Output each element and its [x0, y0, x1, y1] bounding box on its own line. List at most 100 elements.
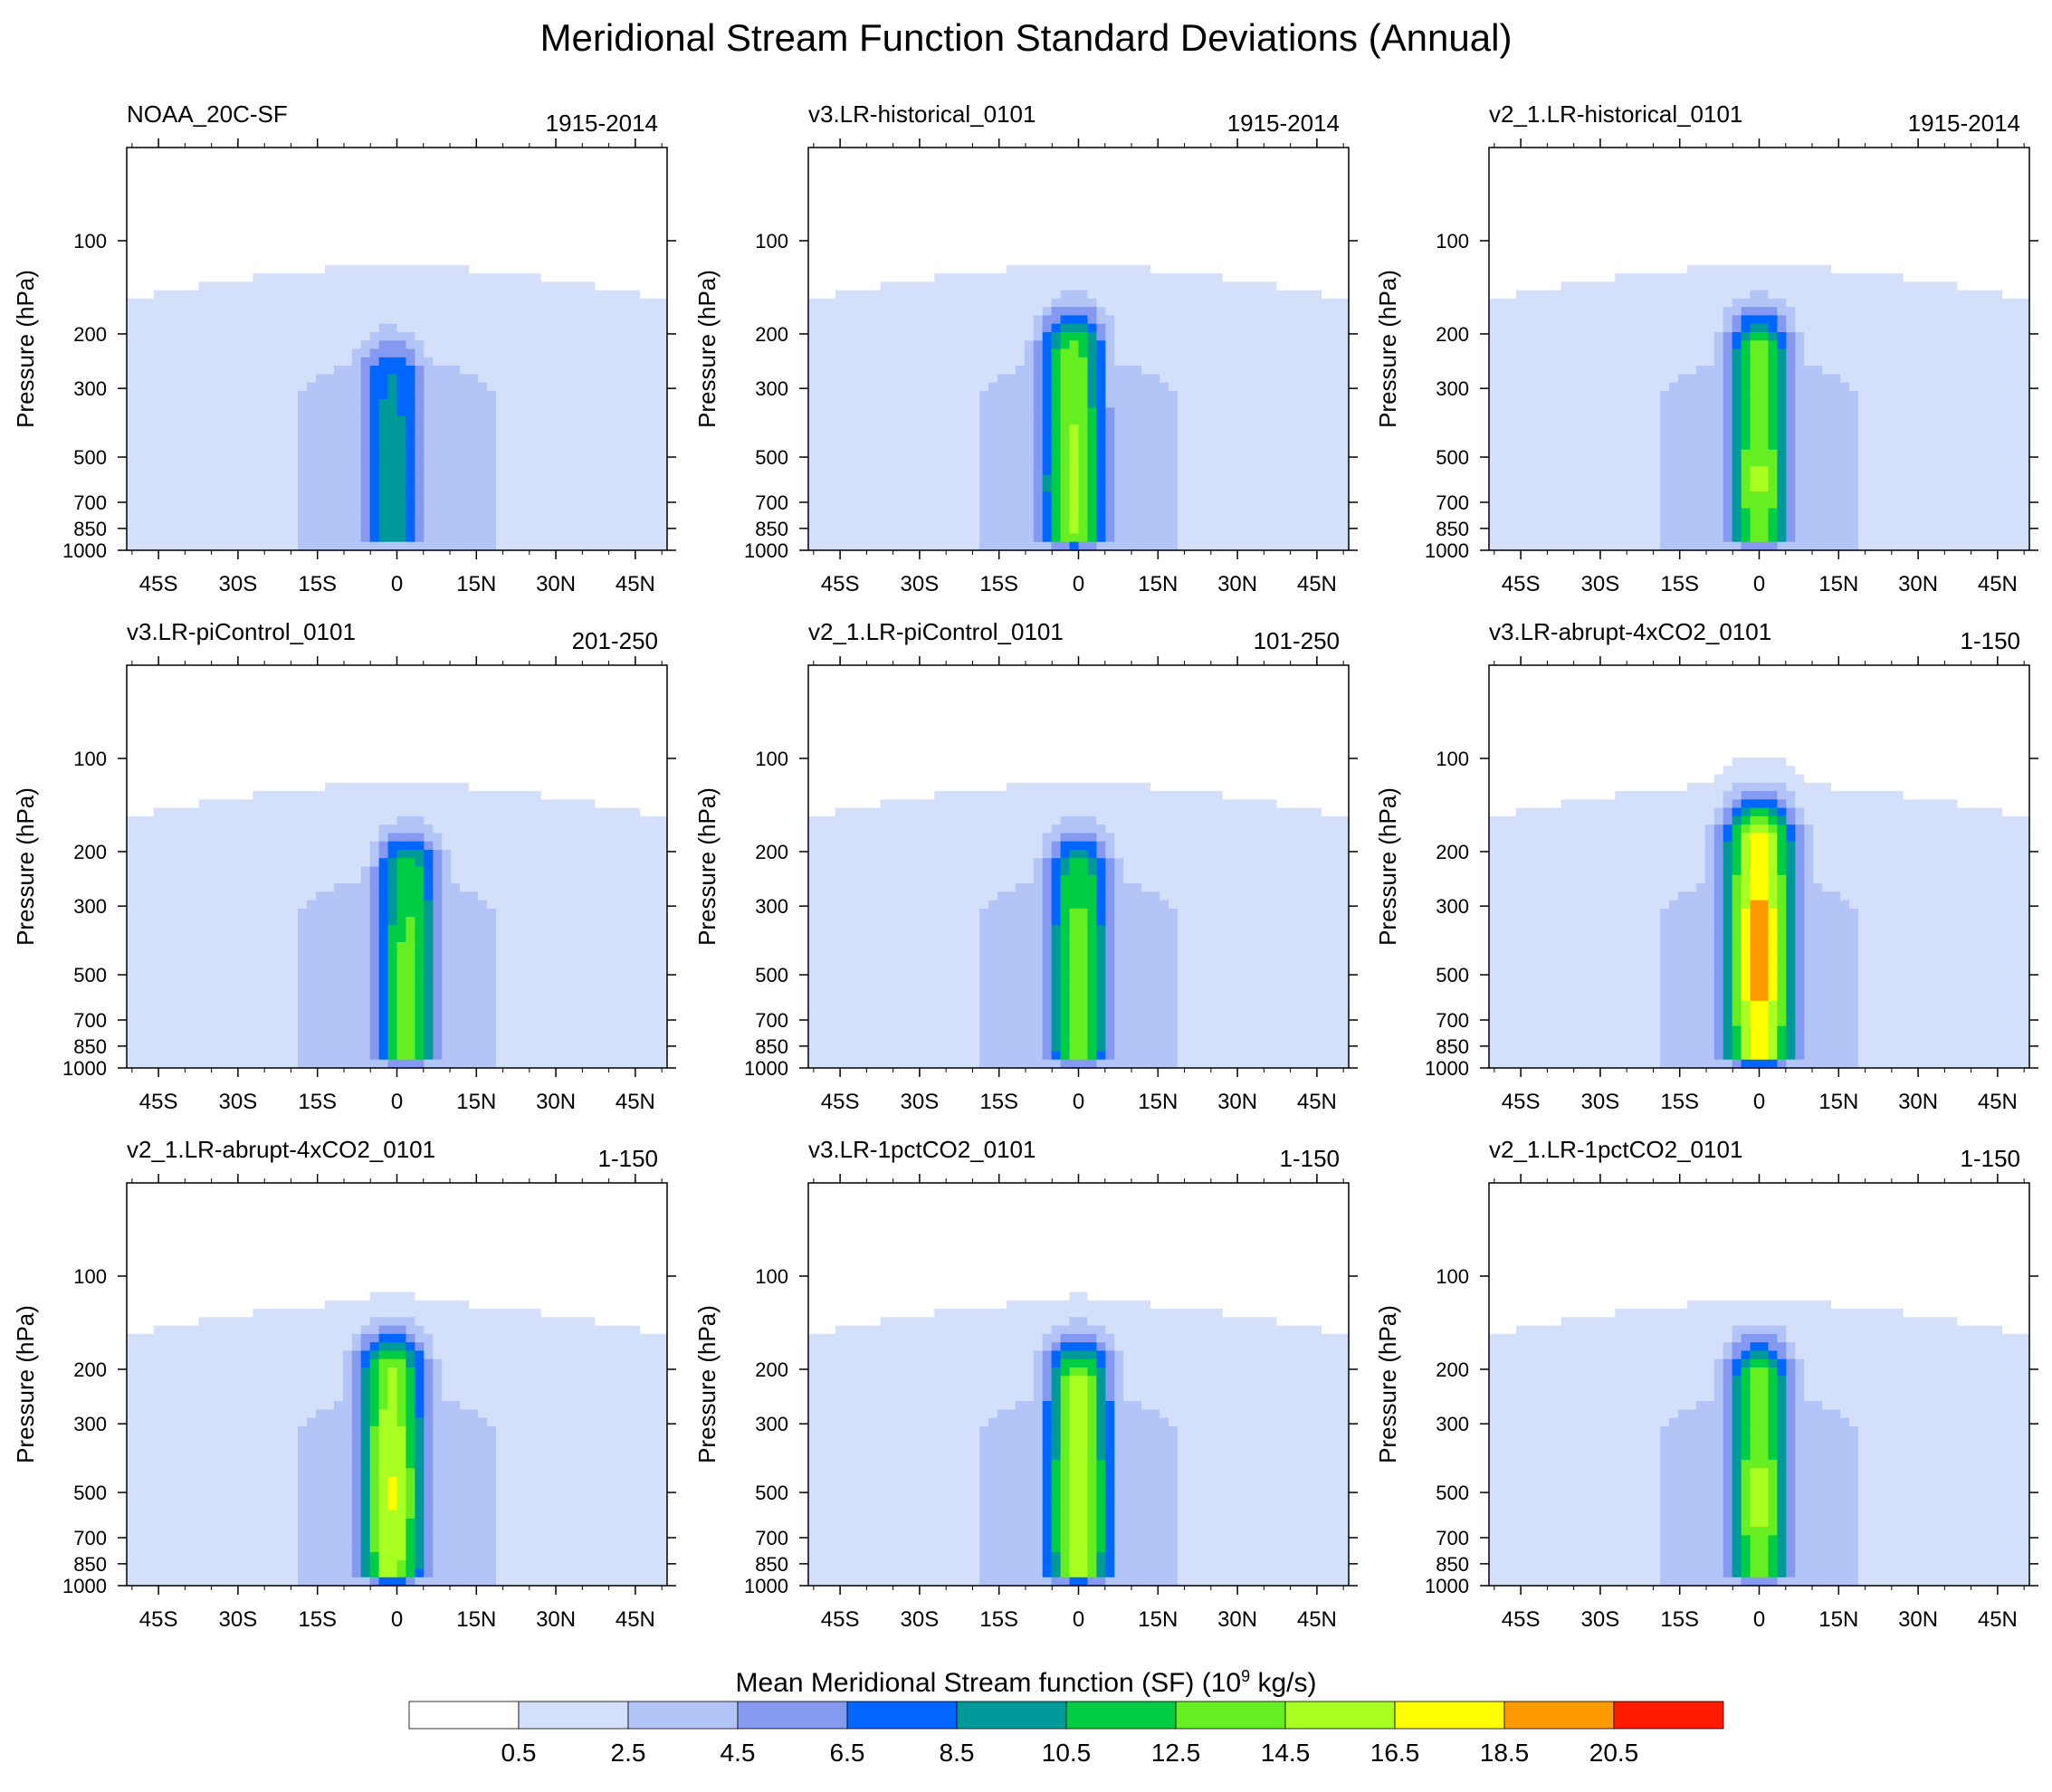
heatmap-cell	[289, 517, 299, 526]
heatmap-cell	[325, 281, 335, 291]
heatmap-cell	[1340, 332, 1350, 341]
heatmap-cell	[658, 349, 668, 358]
heatmap-cell	[325, 291, 335, 300]
heatmap-cell	[622, 315, 632, 324]
heatmap-cell	[595, 324, 605, 333]
heatmap-cell	[568, 441, 578, 450]
heatmap-cell	[478, 475, 488, 484]
heatmap-cell	[881, 232, 891, 241]
heatmap-cell	[586, 391, 596, 400]
heatmap-cell	[289, 450, 299, 459]
heatmap-cell	[559, 357, 569, 367]
heatmap-cell	[127, 148, 137, 157]
heatmap-cell	[361, 273, 371, 282]
heatmap-cell	[487, 299, 497, 308]
heatmap-cell	[1034, 214, 1044, 224]
heatmap-cell	[845, 391, 854, 400]
heatmap-cell	[243, 475, 253, 484]
heatmap-cell	[190, 332, 200, 341]
heatmap-cell	[181, 340, 191, 349]
heatmap-cell	[361, 424, 371, 434]
heatmap-cell	[127, 198, 137, 207]
heatmap-cell	[979, 148, 989, 157]
heatmap-cell	[514, 281, 524, 291]
heatmap-cell	[379, 475, 389, 484]
heatmap-cell	[181, 165, 191, 174]
heatmap-cell	[478, 273, 488, 282]
heatmap-cell	[469, 324, 479, 333]
heatmap-cell	[406, 156, 415, 165]
heatmap-cell	[979, 340, 989, 349]
heatmap-cell	[577, 248, 587, 257]
heatmap-cell	[1132, 349, 1142, 358]
heatmap-cell	[881, 281, 891, 291]
heatmap-cell	[907, 156, 917, 165]
heatmap-cell	[934, 340, 944, 349]
heatmap-cell	[523, 315, 533, 324]
heatmap-cell	[280, 265, 290, 274]
heatmap-cell	[1241, 315, 1251, 324]
heatmap-cell	[970, 349, 980, 358]
heatmap-cell	[1016, 156, 1026, 165]
heatmap-cell	[1259, 340, 1269, 349]
heatmap-cell	[460, 156, 470, 165]
heatmap-cell	[658, 223, 668, 232]
heatmap-cell	[379, 533, 389, 542]
heatmap-cell	[863, 148, 873, 157]
heatmap-cell	[872, 181, 882, 190]
heatmap-cell	[541, 542, 551, 551]
heatmap-cell	[154, 273, 164, 282]
heatmap-cell	[208, 165, 218, 174]
heatmap-cell	[1232, 223, 1242, 232]
heatmap-cell	[298, 324, 308, 333]
heatmap-cell	[271, 433, 281, 442]
heatmap-cell	[154, 148, 164, 157]
heatmap-cell	[433, 315, 443, 324]
heatmap-cell	[442, 332, 452, 341]
heatmap-cell	[289, 232, 299, 241]
heatmap-cell	[970, 148, 980, 157]
heatmap-cell	[451, 533, 461, 542]
heatmap-cell	[1016, 357, 1026, 367]
heatmap-cell	[907, 281, 917, 291]
heatmap-cell	[217, 332, 227, 341]
heatmap-cell	[496, 324, 506, 333]
heatmap-cell	[307, 500, 317, 509]
heatmap-cell	[1007, 265, 1016, 274]
heatmap-cell	[979, 407, 989, 416]
heatmap-cell	[1294, 189, 1304, 198]
heatmap-cell	[1043, 357, 1053, 367]
heatmap-cell	[934, 324, 944, 333]
heatmap-cell	[604, 291, 614, 300]
heatmap-cell	[208, 332, 218, 341]
heatmap-cell	[370, 181, 380, 190]
heatmap-cell	[907, 173, 917, 182]
heatmap-cell	[199, 165, 209, 174]
heatmap-cell	[1070, 232, 1080, 241]
heatmap-cell	[1241, 340, 1251, 349]
heatmap-cell	[899, 148, 909, 157]
heatmap-cell	[845, 156, 854, 165]
heatmap-cell	[952, 315, 962, 324]
heatmap-cell	[970, 181, 980, 190]
heatmap-cell	[925, 198, 935, 207]
heatmap-cell	[424, 407, 434, 416]
heatmap-cell	[1223, 307, 1233, 316]
heatmap-cell	[225, 248, 235, 257]
heatmap-cell	[613, 148, 623, 157]
heatmap-cell	[532, 332, 542, 341]
heatmap-cell	[298, 491, 308, 500]
heatmap-cell	[379, 517, 389, 526]
heatmap-cell	[280, 433, 290, 442]
heatmap-cell	[307, 407, 317, 416]
heatmap-cell	[316, 458, 326, 467]
heatmap-cell	[451, 349, 461, 358]
heatmap-cell	[1312, 165, 1322, 174]
heatmap-cell	[460, 257, 470, 266]
heatmap-cell	[388, 214, 398, 224]
heatmap-cell	[379, 542, 389, 551]
heatmap-cell	[1043, 424, 1053, 434]
heatmap-cell	[1034, 324, 1044, 333]
heatmap-cell	[1169, 357, 1179, 367]
heatmap-cell	[298, 525, 308, 534]
